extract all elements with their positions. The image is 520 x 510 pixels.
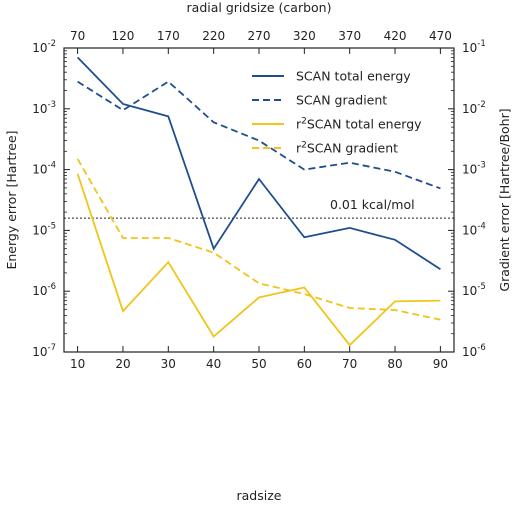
y-left-tick-label: 10-2 (32, 39, 56, 55)
y-right-tick-label: 10-2 (462, 100, 486, 116)
y-right-tick-label: 10-1 (462, 39, 486, 55)
x-tick-label: 70 (342, 357, 357, 371)
legend-label-scan-gradient: SCAN gradient (296, 93, 387, 108)
legend-label-r2scan-energy: r2SCAN total energy (296, 117, 422, 132)
top-x-tick-label: 320 (293, 29, 316, 43)
x-tick-label: 30 (161, 357, 176, 371)
series-line-1 (77, 80, 441, 190)
top-x-tick-label: 220 (202, 29, 225, 43)
y-left-tick-label: 10-4 (32, 161, 56, 177)
x-tick-label: 80 (387, 357, 402, 371)
legend: SCAN total energy SCAN gradient r2SCAN t… (252, 69, 422, 156)
top-x-tick-label: 70 (70, 29, 85, 43)
y-right-tick-label: 10-4 (462, 221, 486, 237)
right-y-axis-title: Gradient error [Hartree/Bohr] (497, 108, 512, 291)
x-axis-title: radsize (237, 488, 282, 503)
top-x-tick-label: 270 (248, 29, 271, 43)
series-line-3 (76, 158, 441, 321)
top-x-tick-label: 170 (157, 29, 180, 43)
top-x-tick-label: 370 (338, 29, 361, 43)
x-tick-label: 20 (115, 357, 130, 371)
reference-line-group: 0.01 kcal/mol (64, 197, 454, 219)
x-tick-label: 40 (206, 357, 221, 371)
series-line-0 (76, 56, 441, 270)
top-x-tick-label: 420 (384, 29, 407, 43)
x-tick-label: 10 (70, 357, 85, 371)
y-right-tick-label: 10-5 (462, 282, 486, 298)
x-tick-label: 50 (251, 357, 266, 371)
reference-line-label: 0.01 kcal/mol (330, 197, 415, 212)
y-left-tick-label: 10-7 (32, 343, 56, 359)
y-right-tick-label: 10-6 (462, 343, 486, 359)
series-line-2 (76, 173, 441, 347)
y-right-tick-label: 10-3 (462, 161, 486, 177)
y-left-tick-label: 10-5 (32, 221, 56, 237)
y-left-tick-label: 10-3 (32, 100, 56, 116)
top-x-tick-label: 470 (429, 29, 452, 43)
x-tick-label: 60 (297, 357, 312, 371)
series-group (76, 56, 441, 347)
x-tick-label: 90 (433, 357, 448, 371)
axis-ticks: 10 70 20 120 30 170 40 220 50 270 60 320 70 370 80 420 9… (32, 29, 486, 371)
left-y-axis-title: Energy error [Hartree] (4, 130, 19, 269)
legend-label-scan-energy: SCAN total energy (296, 69, 411, 84)
top-x-tick-label: 120 (112, 29, 135, 43)
y-left-tick-label: 10-6 (32, 282, 56, 298)
top-axis-title: radial gridsize (carbon) (187, 0, 332, 15)
legend-label-r2scan-gradient: r2SCAN gradient (296, 141, 398, 156)
